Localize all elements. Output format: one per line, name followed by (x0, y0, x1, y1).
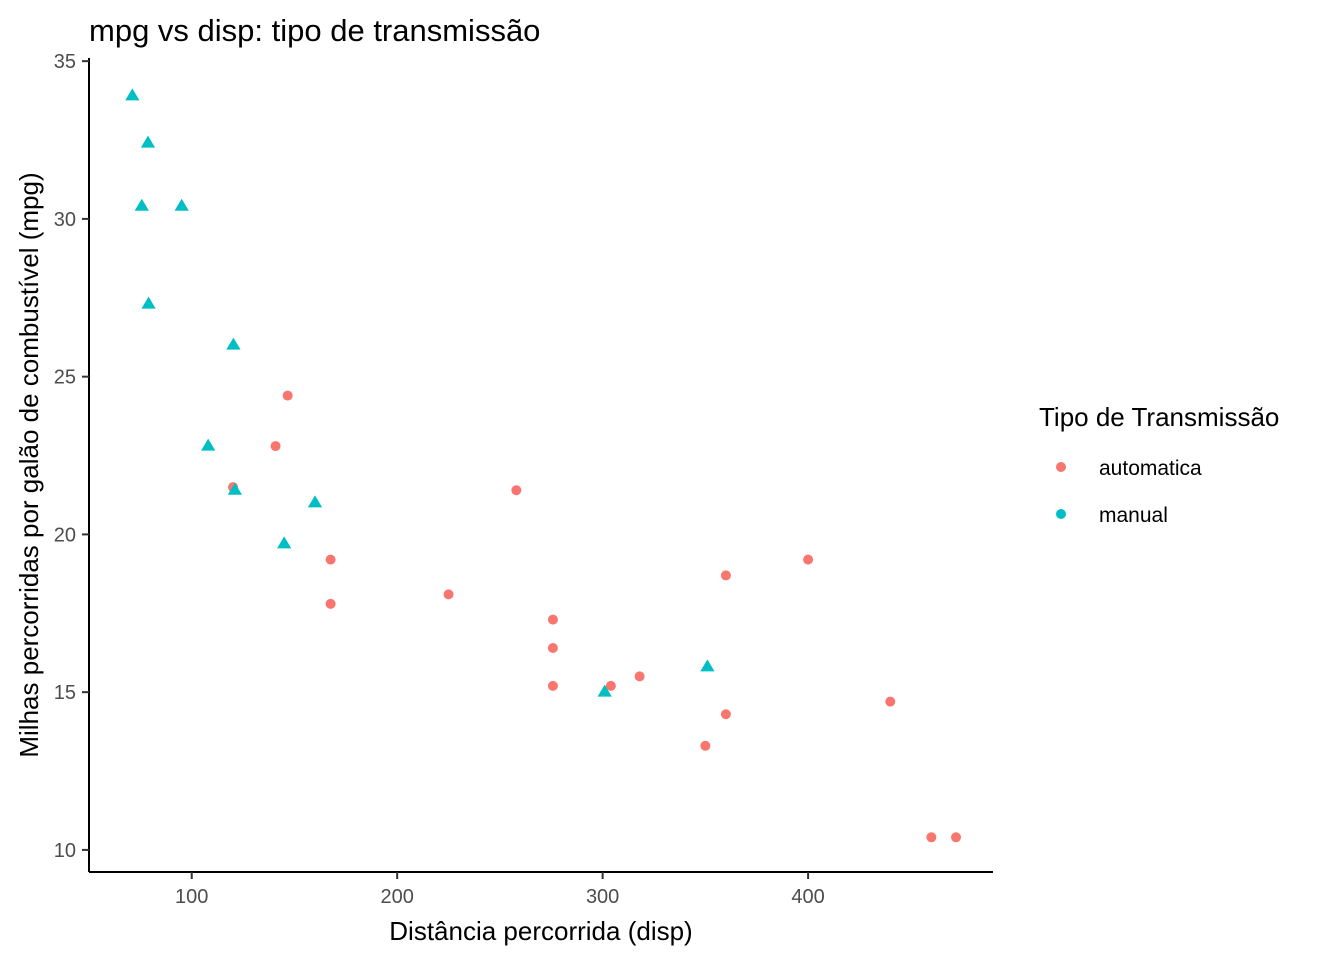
x-tick-label: 100 (175, 886, 208, 908)
legend-label-automatica: automatica (1099, 457, 1202, 480)
x-axis-ticks: 100 200 300 400 (175, 872, 825, 908)
data-point-manual (597, 684, 612, 697)
data-point-automatica (325, 598, 336, 609)
legend-key-manual (1056, 509, 1066, 519)
y-tick-label: 25 (54, 367, 76, 389)
y-tick-label: 10 (54, 840, 76, 862)
data-point-automatica (270, 441, 281, 452)
data-point-manual (140, 135, 156, 148)
legend-key-automatica (1056, 462, 1066, 472)
data-point-automatica (443, 589, 454, 600)
data-point-automatica (720, 570, 731, 581)
data-point-manual (174, 198, 189, 211)
x-tick-label: 300 (586, 886, 619, 908)
y-axis-title: Milhas percorridas por galão de combustí… (14, 172, 44, 757)
data-point-manual (141, 296, 156, 309)
data-points (125, 88, 962, 843)
data-point-manual (700, 659, 715, 672)
y-tick-label: 20 (54, 524, 76, 546)
data-point-manual (227, 482, 242, 495)
y-tick-label: 30 (54, 209, 76, 231)
data-point-manual (307, 495, 323, 508)
data-point-automatica (634, 671, 645, 682)
legend-label-manual: manual (1099, 504, 1168, 527)
x-tick-label: 400 (791, 886, 824, 908)
y-axis-ticks: 10 15 20 25 30 35 (54, 51, 89, 862)
legend-items: automatica manual (1056, 457, 1202, 527)
data-point-automatica (547, 614, 558, 625)
data-point-automatica (605, 680, 616, 691)
y-tick-label: 35 (54, 51, 76, 73)
data-point-manual (226, 337, 241, 350)
data-point-manual (125, 88, 140, 101)
data-point-automatica (511, 485, 522, 496)
data-point-automatica (926, 832, 937, 843)
data-point-manual (134, 198, 149, 211)
data-point-automatica (547, 680, 558, 691)
data-point-automatica (325, 554, 336, 565)
x-tick-label: 200 (380, 886, 413, 908)
legend-title: Tipo de Transmissão (1039, 402, 1279, 432)
data-point-automatica (720, 709, 731, 720)
data-point-manual (277, 536, 292, 549)
data-point-automatica (951, 832, 962, 843)
data-point-automatica (803, 554, 814, 565)
legend: Tipo de Transmissão automatica manual (1039, 402, 1279, 527)
data-point-manual (201, 438, 216, 451)
data-point-automatica (547, 642, 558, 653)
data-point-automatica (700, 740, 711, 751)
x-axis-title: Distância percorrida (disp) (389, 916, 692, 946)
data-point-automatica (282, 390, 293, 401)
data-point-automatica (885, 696, 896, 707)
plot-area: 10 15 20 25 30 35 100 200 300 400 (54, 51, 993, 908)
chart-title: mpg vs disp: tipo de transmissão (89, 13, 540, 48)
y-tick-label: 15 (54, 682, 76, 704)
